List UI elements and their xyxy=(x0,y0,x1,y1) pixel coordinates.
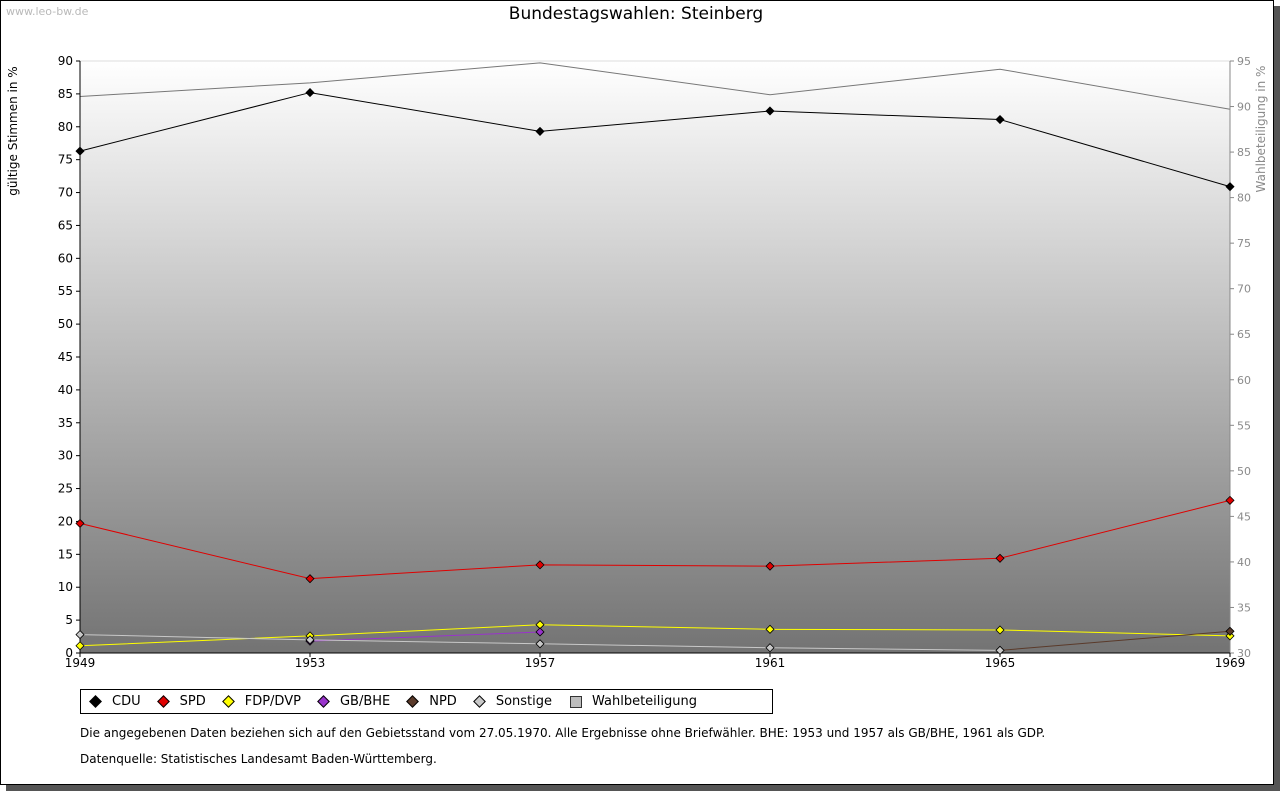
y2-axis-label: Wahlbeteiligung in % xyxy=(1254,66,1268,193)
data-point-sonstige xyxy=(305,635,315,645)
legend-label-gbbhe: GB/BHE xyxy=(339,694,391,709)
legend-label-cdu: CDU xyxy=(112,694,141,709)
y-tick-label: 20 xyxy=(58,514,73,528)
y-tick-label: 90 xyxy=(58,54,73,68)
legend-marker-fdp xyxy=(221,695,235,708)
data-point-spd xyxy=(1225,495,1235,505)
legend-item-wahlbeteiligung: Wahlbeteiligung xyxy=(570,694,697,709)
data-source: Datenquelle: Statistisches Landesamt Bad… xyxy=(80,752,437,766)
data-point-cdu xyxy=(305,88,315,98)
y2-tick-label: 80 xyxy=(1237,192,1251,205)
data-point-cdu xyxy=(765,106,775,116)
y-tick-label: 55 xyxy=(58,284,73,298)
data-point-spd xyxy=(75,518,85,528)
y-tick-label: 85 xyxy=(58,87,73,101)
plot-background xyxy=(80,61,1230,653)
legend-label-spd: SPD xyxy=(179,694,206,709)
data-point-cdu xyxy=(1225,182,1235,192)
chart-legend: CDU SPD FDP/DVP GB/BHE NPD Sonstige Wahl… xyxy=(80,689,773,714)
y2-tick-label: 65 xyxy=(1237,328,1251,341)
data-point-spd xyxy=(305,574,315,584)
series-line-spd xyxy=(79,499,1231,580)
data-point-fdp-dvp xyxy=(75,641,85,651)
data-point-fdp-dvp xyxy=(995,625,1005,635)
y-tick-label: 75 xyxy=(58,153,73,167)
x-tick-label: 1969 xyxy=(1215,656,1246,670)
y2-tick-label: 85 xyxy=(1237,146,1251,159)
data-point-cdu xyxy=(75,146,85,156)
y2-tick-label: 40 xyxy=(1237,556,1251,569)
y-tick-label: 5 xyxy=(65,613,73,627)
y2-tick-label: 95 xyxy=(1237,55,1251,68)
watermark: www.leo-bw.de xyxy=(6,5,89,18)
y2-tick-label: 90 xyxy=(1237,101,1251,114)
legend-item-spd: SPD xyxy=(156,694,206,709)
y-tick-label: 0 xyxy=(65,646,73,660)
legend-marker-gbbhe xyxy=(317,695,330,708)
y-tick-label: 15 xyxy=(58,547,73,561)
legend-label-sonstige: Sonstige xyxy=(495,694,552,709)
x-tick-label: 1953 xyxy=(295,656,326,670)
data-point-spd xyxy=(535,560,545,570)
x-tick-label: 1965 xyxy=(985,656,1016,670)
data-point-fdp-dvp xyxy=(1225,631,1235,641)
data-point-sonstige xyxy=(995,645,1005,655)
y2-tick-label: 35 xyxy=(1237,601,1251,614)
data-point-gb-bhe xyxy=(535,627,545,637)
x-tick-label: 1961 xyxy=(755,656,786,670)
y2-tick-label: 55 xyxy=(1237,419,1251,432)
data-point-spd xyxy=(995,553,1005,563)
series-line-npd xyxy=(999,630,1231,651)
y2-tick-label: 30 xyxy=(1237,647,1251,660)
y-tick-label: 65 xyxy=(58,218,73,232)
y-tick-label: 25 xyxy=(58,482,73,496)
series-line-wahlbeteiligung xyxy=(79,62,1231,110)
legend-marker-sonstige xyxy=(472,695,486,708)
y2-tick-label: 45 xyxy=(1237,510,1251,523)
x-tick-label: 1949 xyxy=(65,656,96,670)
chart-title: Bundestagswahlen: Steinberg xyxy=(508,4,764,24)
y-tick-label: 40 xyxy=(58,383,73,397)
y2-tick-label: 75 xyxy=(1237,237,1251,250)
legend-label-npd: NPD xyxy=(429,694,457,709)
y-axis-label: gültige Stimmen in % xyxy=(6,66,20,195)
legend-item-fdp: FDP/DVP xyxy=(221,694,301,709)
y2-tick-label: 50 xyxy=(1237,465,1251,478)
y-tick-label: 35 xyxy=(58,416,73,430)
y-tick-label: 10 xyxy=(58,580,73,594)
y-tick-label: 45 xyxy=(58,350,73,364)
data-point-sonstige xyxy=(765,643,775,653)
data-point-spd xyxy=(765,561,775,571)
data-point-fdp-dvp xyxy=(765,624,775,634)
data-point-cdu xyxy=(995,114,1005,125)
legend-marker-cdu xyxy=(89,695,102,708)
legend-item-cdu: CDU xyxy=(89,694,141,709)
x-tick-label: 1957 xyxy=(525,656,556,670)
legend-item-sonstige: Sonstige xyxy=(472,694,552,709)
legend-marker-npd xyxy=(406,695,420,708)
data-point-sonstige xyxy=(535,639,545,649)
y2-tick-label: 70 xyxy=(1237,283,1251,296)
series-line-cdu xyxy=(79,92,1231,188)
legend-label-wahlbeteiligung: Wahlbeteiligung xyxy=(592,694,698,709)
y2-tick-label: 60 xyxy=(1237,374,1251,387)
legend-box-wahlbeteiligung xyxy=(570,695,582,708)
data-point-npd xyxy=(1225,626,1235,636)
y-tick-label: 80 xyxy=(58,120,73,134)
y-tick-label: 70 xyxy=(58,186,73,200)
legend-label-fdp: FDP/DVP xyxy=(244,694,301,709)
data-point-cdu xyxy=(535,126,545,136)
series-line-gb-bhe xyxy=(309,631,541,642)
series-line-fdp-dvp xyxy=(79,624,1231,647)
data-point-sonstige xyxy=(75,630,85,640)
legend-item-gbbhe: GB/BHE xyxy=(317,694,391,709)
legend-item-npd: NPD xyxy=(406,694,457,709)
y-tick-label: 50 xyxy=(58,317,73,331)
legend-marker-spd xyxy=(156,695,170,708)
y-tick-label: 60 xyxy=(58,251,73,265)
y-tick-label: 30 xyxy=(58,449,73,463)
footnote: Die angegebenen Daten beziehen sich auf … xyxy=(80,726,1046,740)
